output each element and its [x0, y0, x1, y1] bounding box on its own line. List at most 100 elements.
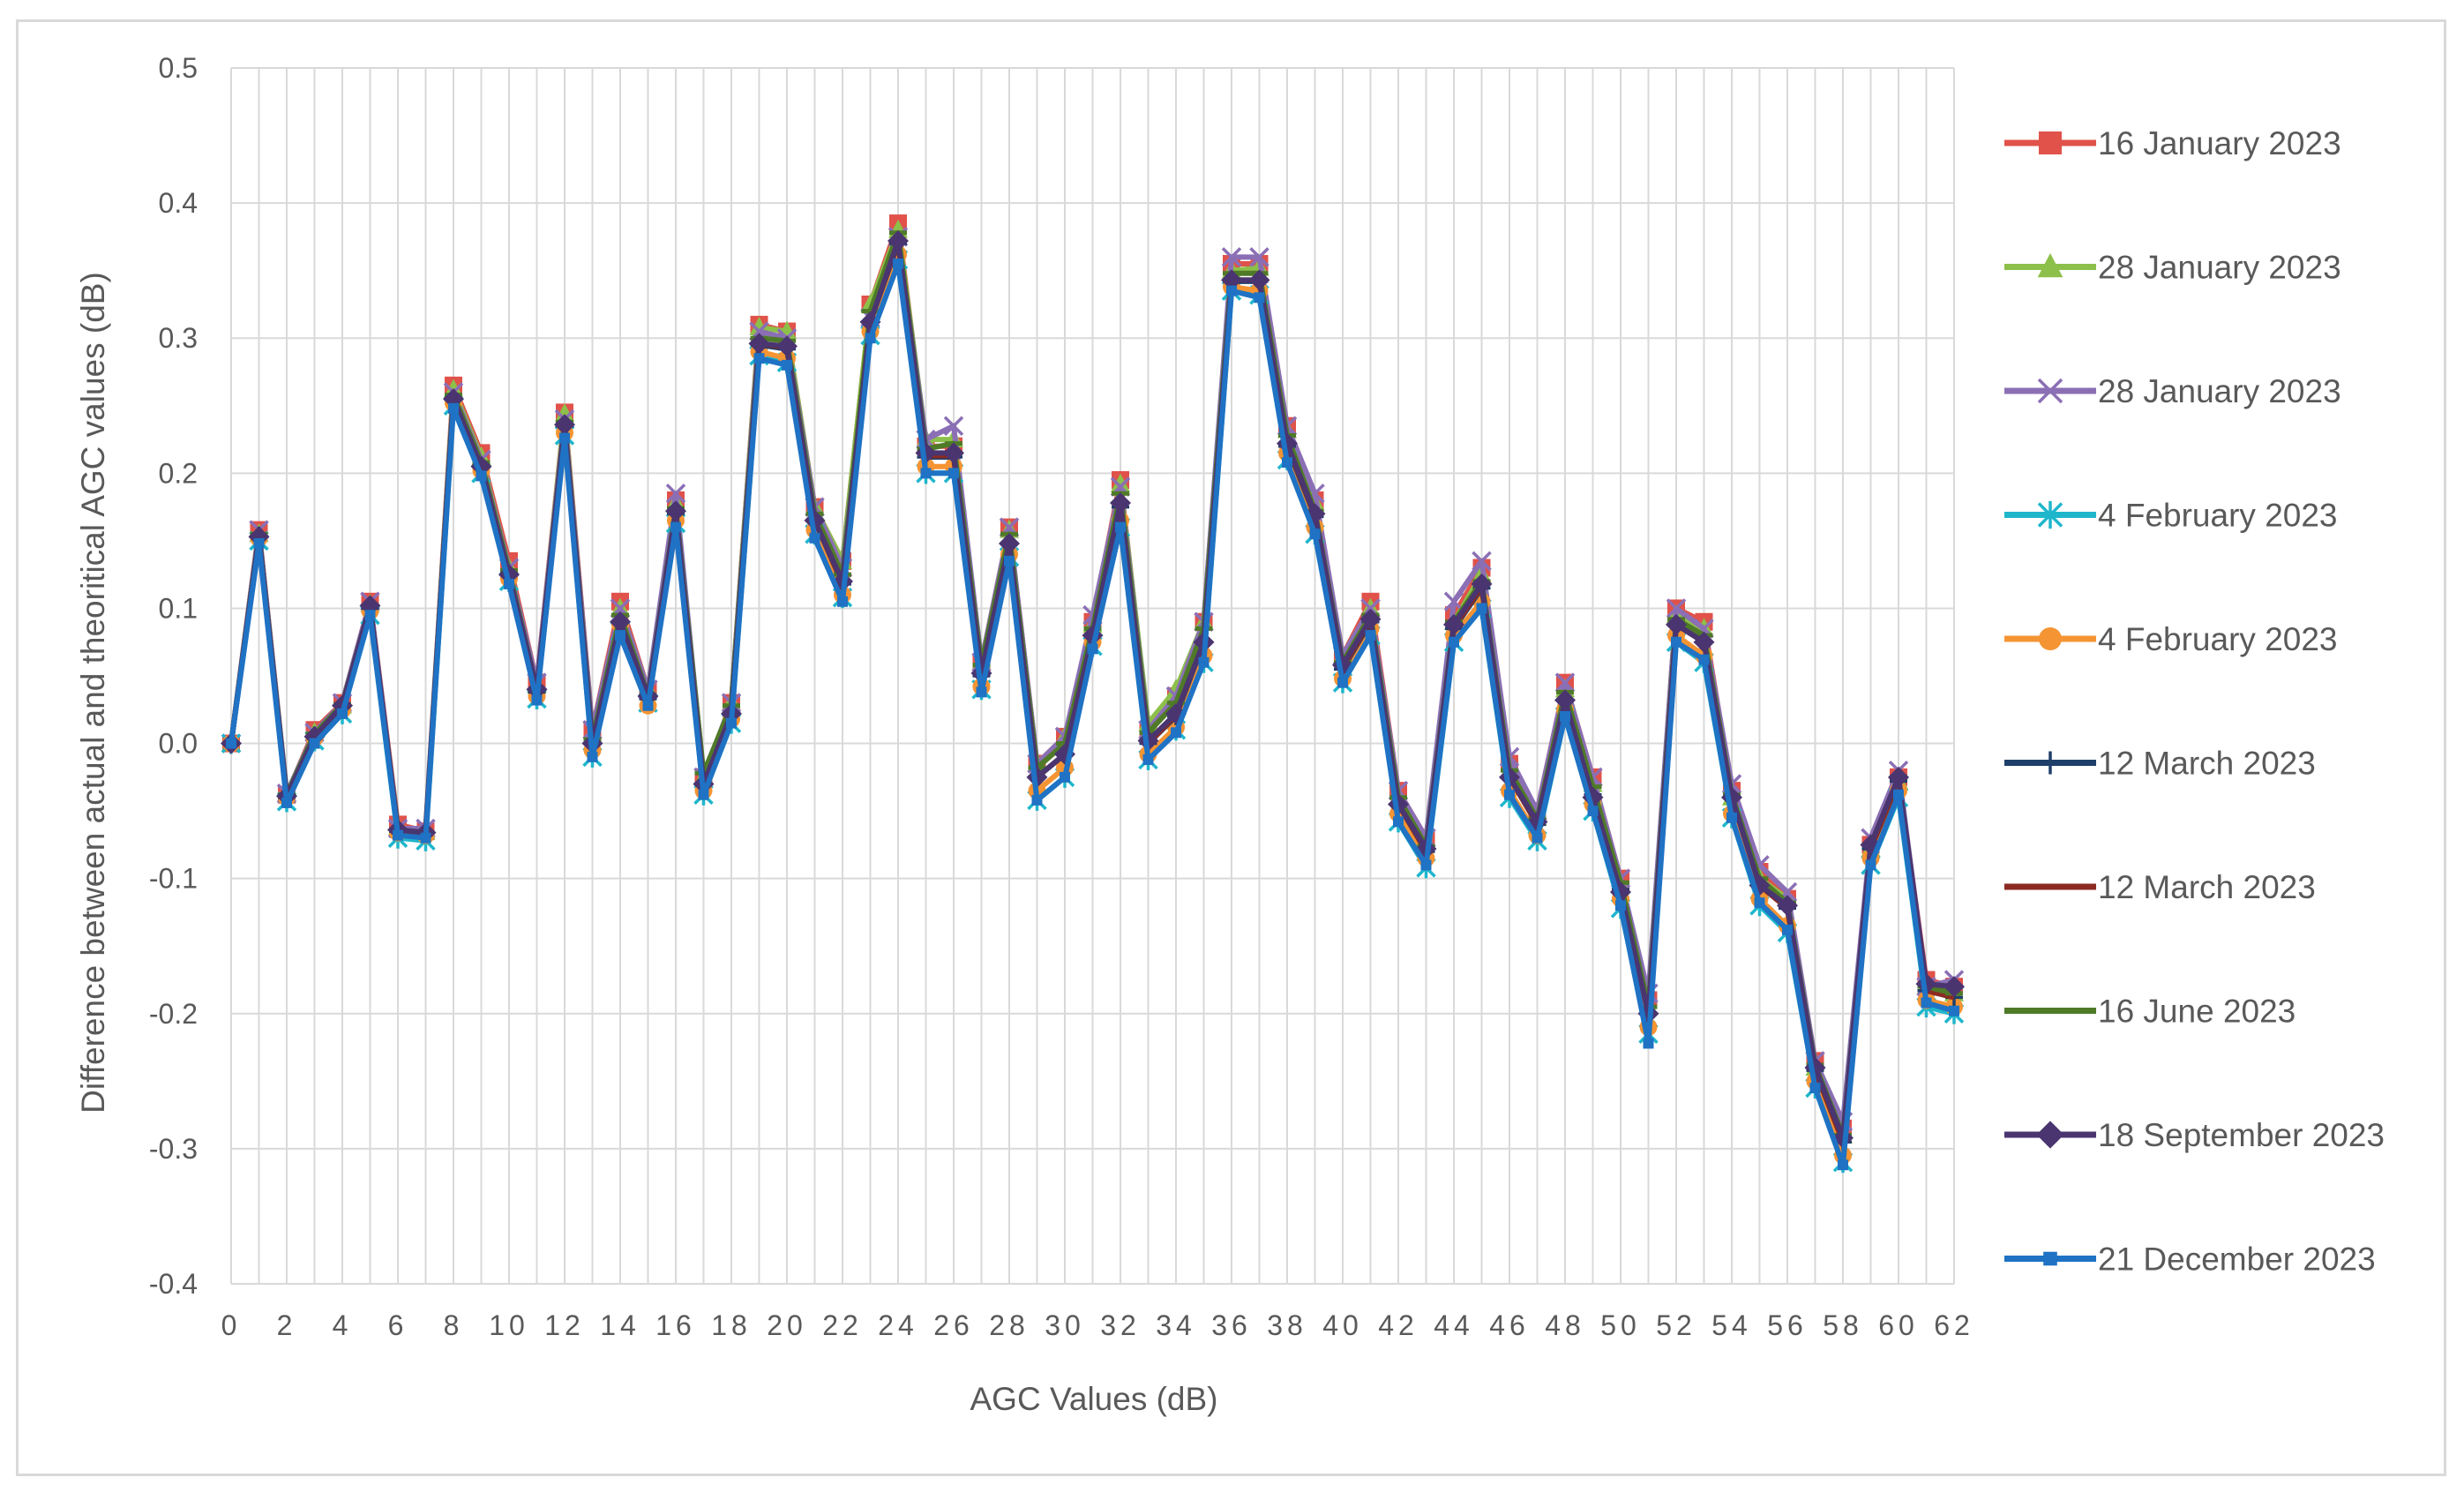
x-tick-label: 4 — [333, 1309, 353, 1341]
legend-item: 21 December 2023 — [2004, 1241, 2376, 1278]
point-marker — [531, 694, 543, 706]
point-marker — [1221, 247, 1242, 267]
point-marker — [782, 359, 792, 371]
point-marker — [1142, 754, 1154, 765]
legend-label: 16 January 2023 — [2098, 125, 2341, 161]
legend-label: 28 January 2023 — [2098, 250, 2341, 286]
point-marker — [670, 521, 681, 533]
point-marker — [943, 442, 964, 464]
point-marker — [1888, 766, 1909, 788]
x-tick-label: 36 — [1211, 1309, 1252, 1341]
point-marker — [337, 708, 348, 719]
legend-label: 12 March 2023 — [2098, 869, 2316, 905]
point-marker — [1726, 812, 1737, 823]
point-marker — [1476, 603, 1487, 614]
y-axis-ticks: 0.5 0.4 0.3 0.2 0.1 0.0 -0.1 -0.2 -0.3 -0.4 — [149, 52, 198, 1300]
y-tick-label: 0.1 — [159, 592, 198, 624]
y-tick-label: 0.2 — [159, 457, 198, 489]
point-marker — [1671, 636, 1681, 648]
point-marker — [776, 335, 798, 357]
x-tick-label: 2 — [277, 1309, 297, 1341]
point-marker — [1031, 794, 1043, 806]
y-tick-label: -0.4 — [149, 1268, 198, 1300]
x-tick-label: 46 — [1489, 1309, 1530, 1341]
x-tick-label: 60 — [1878, 1309, 1919, 1341]
point-marker — [1666, 613, 1687, 635]
point-marker — [1248, 269, 1270, 291]
point-marker — [364, 610, 376, 621]
legend-item: 16 June 2023 — [2004, 994, 2295, 1030]
point-marker — [1532, 832, 1543, 844]
x-tick-label: 18 — [711, 1309, 752, 1341]
point-marker — [665, 500, 686, 522]
point-marker — [893, 259, 903, 270]
x-tick-label: 16 — [655, 1309, 696, 1341]
point-marker — [253, 537, 265, 549]
point-marker — [920, 468, 932, 479]
legend-label: 4 February 2023 — [2098, 498, 2338, 534]
point-marker — [1782, 924, 1793, 935]
point-marker — [2037, 378, 2063, 404]
x-tick-label: 34 — [1156, 1309, 1196, 1341]
point-marker — [1221, 269, 1242, 291]
point-marker — [837, 596, 848, 607]
point-marker — [1167, 701, 1185, 706]
point-marker — [1171, 727, 1181, 739]
x-tick-label: 30 — [1045, 1309, 1085, 1341]
point-marker — [1004, 555, 1015, 566]
point-marker — [726, 717, 737, 729]
point-marker — [1554, 689, 1576, 711]
point-marker — [1337, 677, 1348, 688]
x-tick-label: 54 — [1711, 1309, 1752, 1341]
x-tick-label: 40 — [1322, 1309, 1363, 1341]
point-marker — [665, 484, 686, 504]
x-tick-label: 24 — [878, 1309, 918, 1341]
x-axis-ticks: 0 2 4 6 8 10 12 14 16 18 20 22 24 26 28 30 32 34 36 38 40 42 4… — [221, 1309, 1970, 1341]
x-tick-label: 48 — [1545, 1309, 1585, 1341]
point-marker — [948, 468, 959, 479]
point-marker — [1584, 784, 1602, 790]
point-marker — [1309, 529, 1321, 540]
x-tick-label: 10 — [489, 1309, 529, 1341]
gridlines — [230, 67, 1955, 1285]
x-tick-label: 52 — [1656, 1309, 1696, 1341]
point-marker — [1226, 285, 1237, 296]
point-marker — [2039, 627, 2062, 650]
x-tick-label: 20 — [767, 1309, 807, 1341]
legend-item: 12 March 2023 — [2004, 746, 2316, 782]
point-marker — [504, 578, 514, 589]
point-marker — [1838, 1159, 1848, 1171]
legend-item: 12 March 2023 — [2004, 869, 2316, 905]
point-marker — [809, 532, 820, 544]
point-marker — [1111, 473, 1130, 492]
point-marker — [1472, 551, 1492, 572]
point-marker — [1560, 710, 1570, 722]
x-tick-label: 8 — [444, 1309, 464, 1341]
point-marker — [1643, 1038, 1654, 1049]
x-tick-label: 32 — [1100, 1309, 1141, 1341]
point-marker — [642, 700, 654, 711]
x-axis-title: AGC Values (dB) — [970, 1381, 1217, 1417]
legend-item: 16 January 2023 — [2004, 125, 2341, 161]
legend-item: 4 February 2023 — [2004, 621, 2338, 657]
y-tick-label: -0.2 — [149, 998, 198, 1030]
x-tick-label: 38 — [1267, 1309, 1307, 1341]
point-marker — [887, 229, 909, 251]
point-marker — [615, 630, 625, 641]
point-marker — [1249, 247, 1269, 267]
y-tick-label: 0.5 — [159, 52, 198, 84]
point-marker — [1420, 859, 1432, 871]
point-marker — [1921, 997, 1932, 1009]
point-marker — [2039, 131, 2062, 154]
x-tick-label: 6 — [388, 1309, 408, 1341]
point-marker — [587, 751, 598, 762]
legend-label: 4 February 2023 — [2098, 621, 2338, 657]
point-marker — [1943, 976, 1965, 998]
point-marker — [448, 402, 459, 414]
y-tick-label: -0.1 — [149, 863, 198, 895]
point-marker — [999, 532, 1020, 554]
point-marker — [2039, 1009, 2062, 1013]
point-marker — [554, 414, 575, 436]
x-tick-label: 0 — [221, 1309, 242, 1341]
point-marker — [1698, 654, 1710, 665]
